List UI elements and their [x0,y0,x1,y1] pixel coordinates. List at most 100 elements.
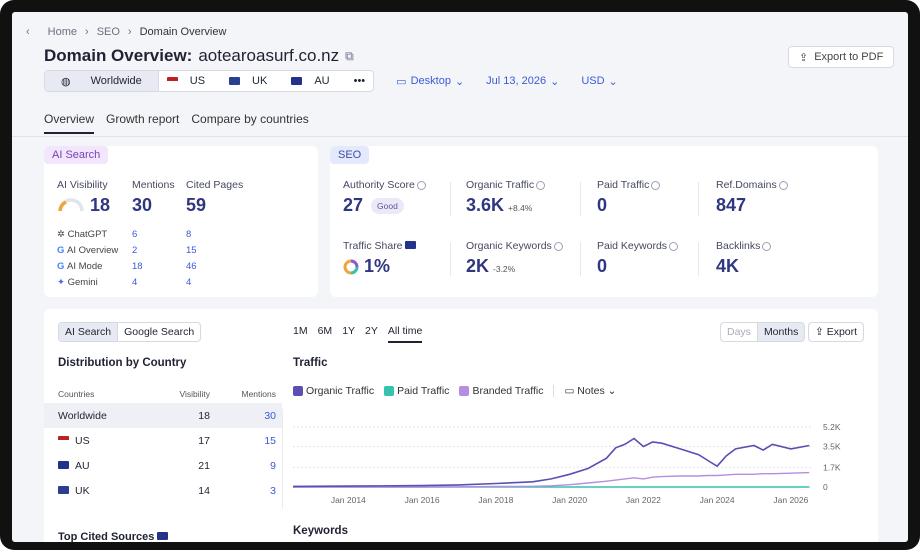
info-icon[interactable] [536,180,546,190]
platform-name: G AI Overview [57,245,132,256]
device-dropdown[interactable]: ▭ Desktop ⌄ [396,75,464,88]
upload-icon: ⇪ [815,326,827,338]
paid-keywords-value[interactable]: 0 [597,256,608,276]
platform-mentions[interactable]: 6 [132,228,138,240]
region-us-label: US [189,75,206,87]
cited-pages-value[interactable]: 59 [186,195,207,215]
region-us[interactable]: US [159,71,221,91]
toggle-google-search[interactable]: Google Search [124,326,195,338]
page-title: Domain Overview: aotearoasurf.co.nz ⧉ [44,46,354,66]
info-icon[interactable] [416,180,426,190]
traffic-share-value[interactable]: 1% [364,256,391,276]
region-uk[interactable]: UK [221,71,283,91]
currency-dropdown[interactable]: USD ⌄ [581,75,617,88]
legend-organic[interactable]: Organic Traffic [293,385,374,397]
ai-visibility-value[interactable]: 18 [90,195,111,215]
au-flag-icon [58,460,69,469]
top-cited-title: Top Cited Sources [58,531,169,542]
platform-cited[interactable]: 15 [186,244,197,256]
tab-compare-by-countries[interactable]: Compare by countries [191,112,309,126]
monitor-icon: ▭ [396,75,407,88]
visibility-cell: 14 [198,484,210,497]
export-pdf-label: Export to PDF [814,51,884,63]
organic-traffic-value[interactable]: 3.6K [466,195,505,215]
export-pdf-button[interactable]: ⇪ Export to PDF [788,46,895,68]
legend-paid[interactable]: Paid Traffic [384,385,449,397]
region-au[interactable]: AU [283,71,345,91]
breadcrumb-home[interactable]: Home [47,26,78,38]
platform-mentions[interactable]: 18 [132,260,143,272]
granularity-months[interactable]: Months [756,323,805,341]
platform-cited[interactable]: 46 [186,260,197,272]
x-tick-label: Jan 2024 [700,495,735,505]
backlinks-value[interactable]: 4K [716,256,740,276]
organic-keywords-value[interactable]: 2K [466,256,490,276]
tab-growth-report[interactable]: Growth report [106,112,180,126]
mentions-cell[interactable]: 9 [270,459,276,472]
notes-dropdown[interactable]: ▭ Notes ⌄ [564,385,616,397]
mentions-cell[interactable]: 3 [270,484,276,497]
mentions-value[interactable]: 30 [132,195,153,215]
info-icon[interactable] [762,241,772,251]
table-row[interactable]: US 17 15 [44,428,282,453]
series-line-branded-traffic[interactable] [293,471,810,488]
paid-traffic-value[interactable]: 0 [597,195,608,215]
col-visibility: Visibility [179,389,210,399]
breadcrumb-seo[interactable]: SEO [96,26,120,38]
chevron-down-icon: ⌄ [608,75,618,88]
range-2y[interactable]: 2Y [365,325,378,337]
metric-label: Paid Traffic [597,179,650,191]
ai-platform-list: ✲ ChatGPT 6 8 G AI Overview 2 15 G AI Mo… [57,226,307,290]
au-flag-icon [291,77,303,85]
export-button[interactable]: ⇪ Export [808,322,865,342]
info-icon[interactable] [669,241,679,251]
table-row[interactable]: UK 14 3 [44,478,282,503]
paid-keywords-label: Paid Keywords [597,240,679,252]
legend-branded[interactable]: Branded Traffic [459,385,543,397]
back-chevron-icon[interactable]: ‹ [26,26,30,38]
x-tick-label: Jan 2014 [331,495,366,505]
range-6m[interactable]: 6M [317,325,333,337]
traffic-chart[interactable]: 5.2K 3.5K 1.7K 0 Jan 2014 Jan 2016 Jan 2018 Jan… [293,421,853,513]
info-icon[interactable] [553,241,563,251]
platform-cited[interactable]: 8 [186,228,192,240]
chevron-down-icon: ⌄ [550,75,560,88]
toggle-ai-search[interactable]: AI Search [59,323,119,341]
info-icon[interactable] [651,180,661,190]
mentions-cell[interactable]: 15 [264,434,276,447]
platform-mentions[interactable]: 4 [132,276,138,288]
visibility-gauge-icon [58,198,84,212]
region-more-button[interactable]: ••• [353,75,366,87]
divider [580,242,581,276]
list-item: ✦ Gemini 4 4 [57,274,307,290]
range-1y[interactable]: 1Y [342,325,356,337]
table-row[interactable]: AU 21 9 [44,453,282,478]
external-link-icon[interactable]: ⧉ [345,48,354,63]
tab-overview[interactable]: Overview [44,112,95,134]
date-dropdown[interactable]: Jul 13, 2026 ⌄ [486,75,559,88]
platform-mentions[interactable]: 2 [132,244,138,256]
series-line-organic-traffic[interactable] [293,437,810,488]
range-1m[interactable]: 1M [293,325,308,337]
authority-score-value[interactable]: 27 [343,195,364,215]
ref-domains-value[interactable]: 847 [716,195,747,215]
visibility-cell: 18 [198,409,210,422]
authority-good-badge: Good [371,197,404,214]
x-tick-label: Jan 2020 [552,495,587,505]
gemini-icon: ✦ [57,276,68,288]
granularity-days[interactable]: Days [727,326,751,338]
organic-keywords-change: -3.2% [493,264,516,274]
traffic-share-label: Traffic Share [343,240,417,252]
mentions-cell[interactable]: 30 [264,409,276,422]
table-row[interactable]: Worldwide 18 30 [44,403,282,428]
range-all-time[interactable]: All time [387,325,423,343]
checkbox-icon [384,386,395,397]
filter-bar: ◍ Worldwide US UK AU ••• ▭ Desktop ⌄ Jul… [44,70,618,92]
visibility-cell: 17 [198,434,210,447]
region-worldwide[interactable]: ◍ Worldwide [45,71,159,91]
page-title-domain: aotearoasurf.co.nz [198,46,340,65]
info-icon[interactable] [778,180,788,190]
currency-value: USD [581,75,605,87]
mentions-label: Mentions [132,179,175,191]
platform-cited[interactable]: 4 [186,276,192,288]
